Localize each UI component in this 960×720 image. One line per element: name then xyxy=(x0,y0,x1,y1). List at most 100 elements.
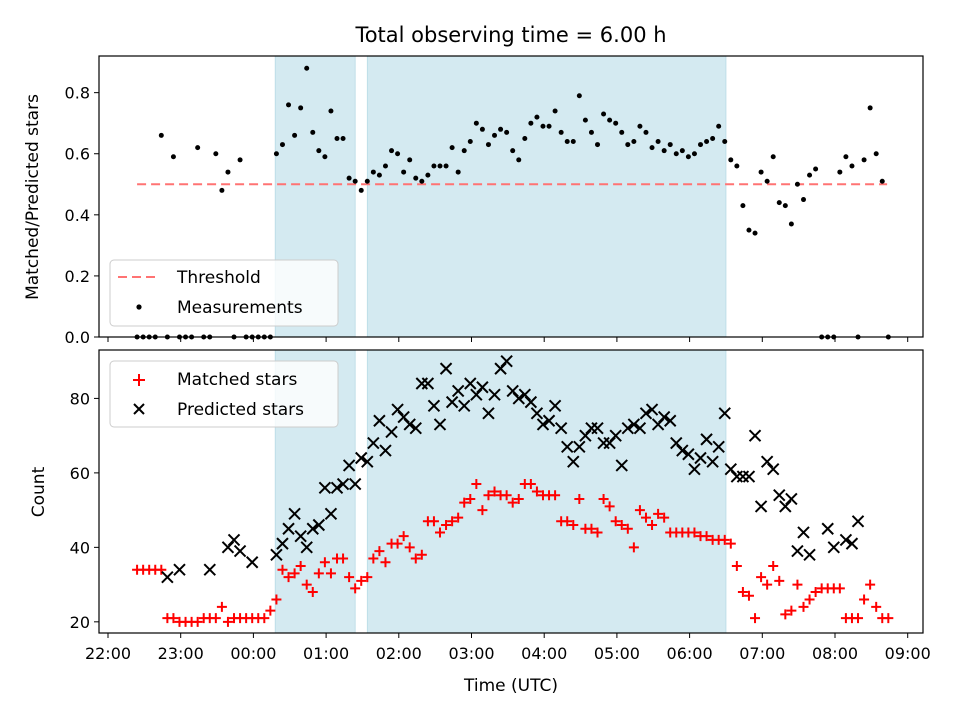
measurement-point-62 xyxy=(510,148,516,154)
measurement-point-93 xyxy=(698,142,704,148)
predicted-star-point-1 xyxy=(173,563,186,576)
measurement-point-118 xyxy=(849,163,855,169)
matched-star-point-52 xyxy=(447,516,458,527)
bottom-panel-marks xyxy=(132,356,894,627)
matched-star-point-36 xyxy=(350,583,361,594)
x-tick-label-2: 00:00 xyxy=(230,644,276,663)
y-tick-label-0-2: 0.4 xyxy=(65,206,90,225)
predicted-star-point-97 xyxy=(827,541,840,554)
x-tick-label-8: 06:00 xyxy=(667,644,713,663)
predicted-star-point-57 xyxy=(573,440,586,454)
measurement-point-101 xyxy=(746,227,752,233)
matched-star-point-112 xyxy=(810,587,821,598)
shade-interval-1-panel-1 xyxy=(366,349,727,634)
measurement-point-67 xyxy=(540,123,546,129)
matched-star-point-102 xyxy=(750,613,761,624)
predicted-star-point-87 xyxy=(754,500,768,513)
x-tick-label-6: 04:00 xyxy=(521,644,567,663)
measurement-point-32 xyxy=(328,108,334,114)
measurement-point-107 xyxy=(782,203,788,209)
measurement-point-55 xyxy=(467,139,473,145)
matched-star-point-106 xyxy=(774,575,785,586)
bottom-y-axis-label: Count xyxy=(29,466,49,517)
measurement-point-116 xyxy=(837,169,843,175)
predicted-star-point-84 xyxy=(736,470,750,483)
matched-star-point-65 xyxy=(525,479,536,490)
x-tick-label-0: 22:00 xyxy=(85,644,131,663)
predicted-star-point-67 xyxy=(633,421,647,435)
measurement-point-95 xyxy=(710,135,716,141)
top-y-axis-label: Matched/Predicted stars xyxy=(23,94,43,300)
predicted-star-point-90 xyxy=(773,489,786,502)
measurement-point-83 xyxy=(637,123,643,129)
x-tick-label-10: 08:00 xyxy=(812,644,858,663)
predicted-star-point-52 xyxy=(542,414,556,427)
predicted-star-point-83 xyxy=(730,470,744,483)
measurement-point-64 xyxy=(522,135,528,141)
measurement-point-73 xyxy=(576,93,582,99)
predicted-star-point-15 xyxy=(318,481,332,494)
matched-star-point-100 xyxy=(737,587,748,598)
measurement-point-100 xyxy=(740,203,746,209)
matched-star-point-98 xyxy=(725,538,736,549)
matched-star-point-81 xyxy=(622,523,633,534)
measurement-point-42 xyxy=(389,148,395,154)
measurement-point-31 xyxy=(322,154,328,160)
top-panel-frame xyxy=(98,55,924,338)
predicted-star-point-33 xyxy=(427,399,441,413)
measurement-point-24 xyxy=(279,142,285,148)
measurement-point-28 xyxy=(304,65,310,71)
measurement-point-109 xyxy=(794,181,800,187)
legend-threshold: Threshold xyxy=(176,268,261,288)
measurement-point-99 xyxy=(734,163,740,169)
measurement-point-102 xyxy=(752,230,758,236)
matched-star-point-24 xyxy=(277,564,288,575)
predicted-star-point-9 xyxy=(282,522,295,535)
matched-star-point-14 xyxy=(216,601,227,612)
measurement-point-79 xyxy=(613,120,619,126)
matched-star-point-104 xyxy=(762,579,773,590)
predicted-star-point-34 xyxy=(433,418,447,431)
matched-star-point-85 xyxy=(647,520,658,531)
predicted-star-point-4 xyxy=(227,533,241,547)
matched-star-point-13 xyxy=(210,613,221,624)
measurement-point-17 xyxy=(237,157,243,163)
measurement-point-49 xyxy=(431,163,437,169)
predicted-star-point-50 xyxy=(530,407,544,420)
measurement-point-121 xyxy=(867,105,873,111)
measurement-point-63 xyxy=(516,157,522,163)
predicted-star-point-72 xyxy=(664,414,677,427)
matched-star-point-26 xyxy=(289,568,300,579)
predicted-star-point-85 xyxy=(742,470,756,483)
plus-legend-icon xyxy=(133,374,145,386)
matched-star-point-29 xyxy=(307,587,318,598)
x-tick-label-7: 05:00 xyxy=(594,644,640,663)
matched-star-point-92 xyxy=(689,527,700,538)
matched-star-point-86 xyxy=(653,508,664,519)
predicted-star-point-71 xyxy=(657,410,671,424)
matched-star-point-84 xyxy=(640,512,651,523)
predicted-star-point-94 xyxy=(797,526,810,539)
measurement-point-98 xyxy=(728,157,734,163)
matched-star-point-97 xyxy=(719,534,730,545)
measurement-point-90 xyxy=(679,148,685,154)
measurement-point-84 xyxy=(643,129,649,135)
predicted-star-point-56 xyxy=(567,455,580,468)
predicted-star-point-75 xyxy=(682,448,695,461)
matched-star-point-119 xyxy=(853,613,864,624)
matched-star-point-57 xyxy=(477,505,488,516)
bottom-panel-ticks: 20 40 60 80 22:00 23:00 00:00 01:00 02:00 03:00 04… xyxy=(70,389,931,663)
matched-star-point-21 xyxy=(259,613,270,624)
measurement-point-35 xyxy=(346,175,352,181)
measurement-point-34 xyxy=(340,135,346,141)
predicted-star-point-19 xyxy=(342,459,356,472)
x-tick-label-9: 07:00 xyxy=(739,644,785,663)
measurement-point-40 xyxy=(376,172,382,178)
matched-star-point-37 xyxy=(356,575,367,586)
matched-star-point-82 xyxy=(628,542,639,553)
matched-star-point-66 xyxy=(531,486,542,497)
matched-star-point-34 xyxy=(338,553,349,564)
matched-star-point-101 xyxy=(743,590,754,601)
measurement-point-14 xyxy=(219,187,225,193)
